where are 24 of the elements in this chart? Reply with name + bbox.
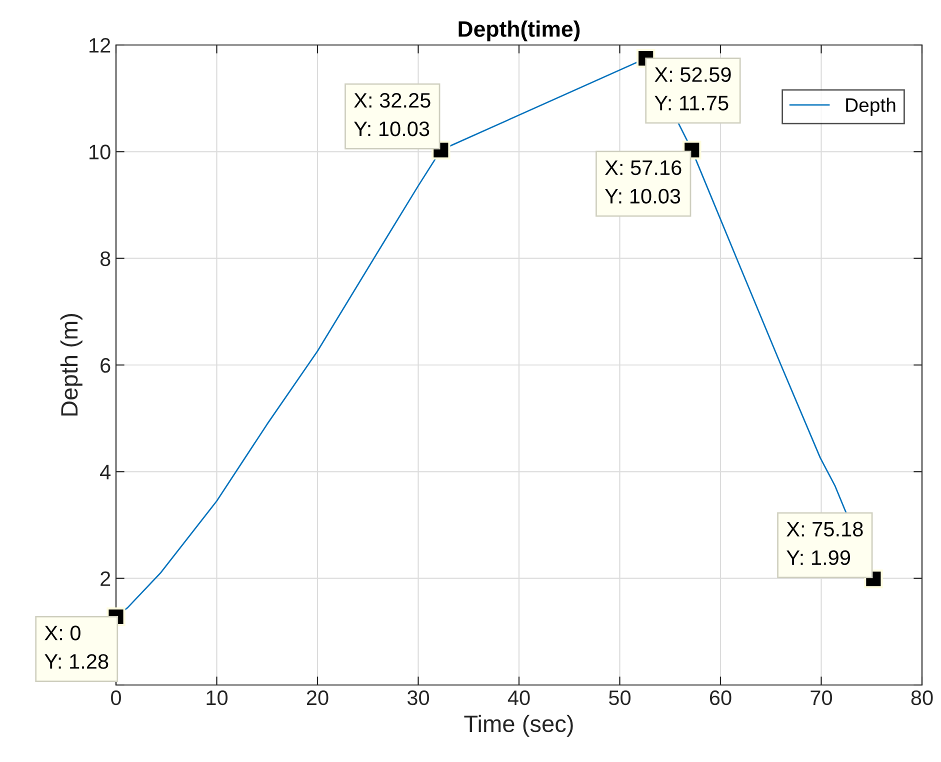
y-tick-label: 4 xyxy=(100,464,111,480)
y-tick-label: 10 xyxy=(90,144,110,160)
x-tick-label: 30 xyxy=(407,690,430,706)
annotation: X: 32.25 Y: 10.03 xyxy=(354,92,430,136)
annotation: X: 52.59 Y: 11.75 xyxy=(654,67,731,110)
y-axis-title: Depth (m) xyxy=(60,314,82,416)
x-tick-label: 60 xyxy=(710,690,732,706)
y-tick-label: 8 xyxy=(100,251,110,266)
x-tick-label: 50 xyxy=(609,690,631,706)
chart-title: Depth(time) xyxy=(458,20,580,42)
annotation: X: 75.18 Y: 1.99 xyxy=(786,522,863,566)
x-tick-label: 0 xyxy=(111,690,121,706)
x-tick-label: 10 xyxy=(206,690,228,706)
y-tick-label: 12 xyxy=(90,38,110,53)
x-tick-label: 20 xyxy=(306,690,328,706)
annotation: X: 0 Y: 1.28 xyxy=(44,626,108,669)
x-axis-title: Time (sec) xyxy=(464,714,573,737)
y-tick-label: 6 xyxy=(100,358,110,373)
legend-label: Depth xyxy=(846,98,896,116)
x-tick-label: 70 xyxy=(810,690,832,706)
y-tick-label: 2 xyxy=(100,571,110,586)
x-tick-label: 80 xyxy=(911,690,933,706)
annotation: X: 57.16 Y: 10.03 xyxy=(605,160,682,204)
x-tick-label: 40 xyxy=(508,690,530,706)
